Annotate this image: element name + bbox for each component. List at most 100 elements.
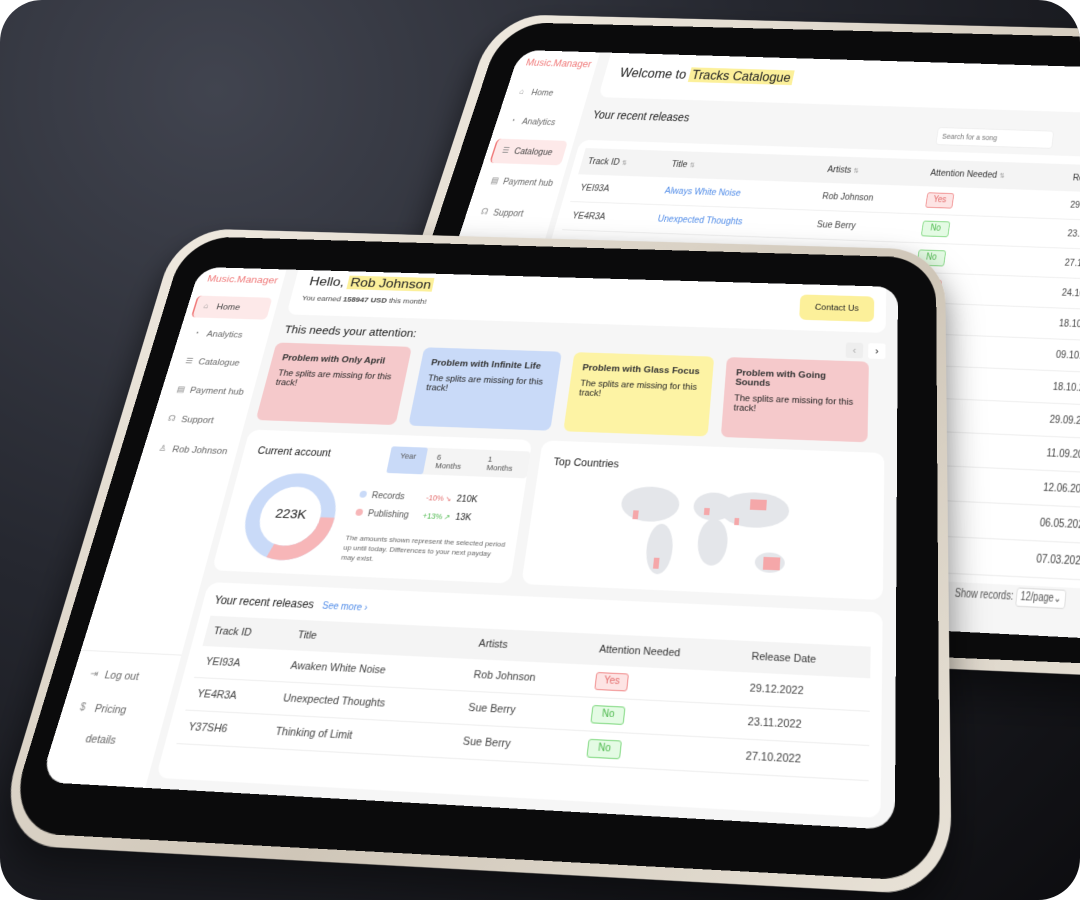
release-date: 12.06.2021 <box>1034 470 1080 510</box>
legend-swatch <box>359 491 367 498</box>
period-tab[interactable]: 1 Months <box>475 450 531 479</box>
column-header-label: Release <box>1072 173 1080 184</box>
sidebar-item-label: Support <box>492 208 525 219</box>
recent-releases-card: Your recent releases See more › Track ID… <box>156 582 883 818</box>
sidebar-divider <box>81 650 182 656</box>
period-tab[interactable]: Year <box>386 446 428 474</box>
see-more-link[interactable]: See more › <box>321 601 368 613</box>
legend-swatch <box>355 509 364 516</box>
sidebar-item-analytics[interactable]: ◔ Analytics <box>499 109 577 135</box>
wallet-icon: ▤ <box>487 169 502 194</box>
sidebar-item-rob-johnson[interactable]: ♙ Rob Johnson <box>147 437 234 465</box>
sidebar-item-home[interactable]: ⌂ Home <box>508 80 585 105</box>
legend-change: +13% <box>422 511 443 521</box>
chevron-down-icon: ⌄ <box>1053 593 1062 606</box>
sidebar-item-label: Rob Johnson <box>171 445 229 457</box>
attention-card-text: The splits are missing for this track! <box>733 394 853 414</box>
column-header[interactable]: Artists ⇅ <box>819 156 927 186</box>
sort-icon: ⇅ <box>689 161 696 169</box>
user-icon: ♙ <box>155 437 170 462</box>
release-date: 27.10.2022 <box>1057 248 1080 281</box>
attention-card[interactable]: Problem with Infinite Life The splits are… <box>408 347 562 430</box>
legend-item: Records -10%↘ 210K <box>358 491 478 505</box>
release-date: 18.10.2022 <box>1051 308 1080 343</box>
sidebar-item-catalogue[interactable]: ☰ Catalogue <box>174 350 258 375</box>
column-header-label: Track ID <box>587 156 621 167</box>
sidebar-item-support[interactable]: ☊ Support <box>156 407 242 434</box>
sidebar-item-home[interactable]: ⌂ Home <box>191 296 273 320</box>
attention-card-text: The splits are missing for this track! <box>425 374 543 394</box>
artist: Sue Berry <box>808 210 918 242</box>
attention-card[interactable]: Problem with Glass Focus The splits are m… <box>563 352 714 436</box>
track-id: YEI93A <box>570 174 662 204</box>
sidebar-item-payment-hub[interactable]: ▤ Payment hub <box>479 169 559 196</box>
pricing-details-link[interactable]: $ Pricing details <box>66 693 162 728</box>
account-title: Current account <box>256 445 332 459</box>
period-tab[interactable]: 6 Months <box>423 448 479 477</box>
countries-title: Top Countries <box>553 456 620 470</box>
sidebar-item-label: Catalogue <box>513 147 554 158</box>
track-id: Y37SH6 <box>177 710 272 748</box>
top-countries-card: Top Countries <box>521 440 884 600</box>
column-header-label: Release Date <box>751 651 816 666</box>
column-header-label: Track ID <box>212 625 253 638</box>
logo: Music.Manager <box>525 56 594 69</box>
list-icon: ☰ <box>182 350 196 373</box>
column-header[interactable]: Release ⇅ <box>1065 164 1080 194</box>
column-header-label: Title <box>297 629 318 641</box>
page-size-select[interactable]: 12/page⌄ <box>1015 587 1067 609</box>
column-header-label: Artists <box>826 164 852 175</box>
release-date: 29.12.2022 <box>1062 191 1080 222</box>
sidebar-item-label: Home <box>215 303 241 312</box>
legend-value: 210K <box>456 495 478 505</box>
greeting-prefix: Hello, <box>308 274 350 289</box>
attention-card[interactable]: Problem with Only April The splits are mi… <box>256 342 412 425</box>
sidebar-item-catalogue[interactable]: ☰ Catalogue <box>489 139 568 166</box>
carousel-next-button[interactable]: › <box>868 343 885 359</box>
attention-card-text: The splits are missing for this track! <box>275 369 393 388</box>
attention-badge: No <box>587 739 623 760</box>
see-more-label: See more <box>321 601 363 613</box>
logout-icon: ⇥ <box>86 660 103 690</box>
sidebar-item-label: Analytics <box>205 330 243 340</box>
sidebar-item-analytics[interactable]: ◔ Analytics <box>182 322 265 347</box>
contact-us-button[interactable]: Contact Us <box>799 294 874 322</box>
attention-badge: No <box>591 705 626 725</box>
pricing-label: Pricing details <box>84 703 128 747</box>
release-date: 11.09.2021 <box>1038 436 1080 475</box>
release-date: 09.10.2021 <box>1047 339 1080 375</box>
attention-card-text: The splits are missing for this track! <box>578 379 697 399</box>
attention-badge: No <box>921 221 951 238</box>
user-name: Rob Johnson <box>347 276 435 292</box>
show-records-label: Show records: <box>954 588 1014 603</box>
column-header: Track ID <box>202 616 294 650</box>
home-icon: ⌂ <box>200 296 211 318</box>
section-title: Your recent releases <box>591 108 691 124</box>
dollar-icon: $ <box>75 693 89 723</box>
title-prefix: Welcome to <box>618 65 692 82</box>
artist: Sue Berry <box>452 724 581 765</box>
logout-button[interactable]: ⇥ Log out <box>76 660 171 694</box>
attention-card-title: Problem with Only April <box>281 353 400 366</box>
sidebar-item-label: Payment hub <box>189 386 245 397</box>
legend-value: 13K <box>454 513 472 523</box>
sidebar-item-payment-hub[interactable]: ▤ Payment hub <box>165 378 250 404</box>
sort-icon: ⇅ <box>853 167 860 175</box>
earnings-suffix: this month! <box>386 297 428 306</box>
artist: Rob Johnson <box>813 183 922 214</box>
wallet-icon: ▤ <box>173 378 188 402</box>
carousel-prev-button[interactable]: ‹ <box>846 342 864 358</box>
legend-change: -10% <box>425 493 444 502</box>
greeting: Hello, Rob Johnson <box>308 274 435 292</box>
sidebar-item-label: Payment hub <box>502 177 555 189</box>
column-header[interactable]: Track ID ⇅ <box>578 148 669 177</box>
search-input[interactable] <box>935 127 1054 149</box>
attention-card-title: Problem with Infinite Life <box>430 358 550 371</box>
logo: Music.Manager <box>206 273 279 286</box>
sidebar-item-label: Catalogue <box>197 357 241 368</box>
attention-card[interactable]: Problem with Going Sounds The splits are … <box>721 357 869 442</box>
attention-card-title: Problem with Going Sounds <box>735 368 858 391</box>
sidebar-item-support[interactable]: ☊ Support <box>469 199 550 227</box>
attention-badge: Yes <box>594 672 629 692</box>
